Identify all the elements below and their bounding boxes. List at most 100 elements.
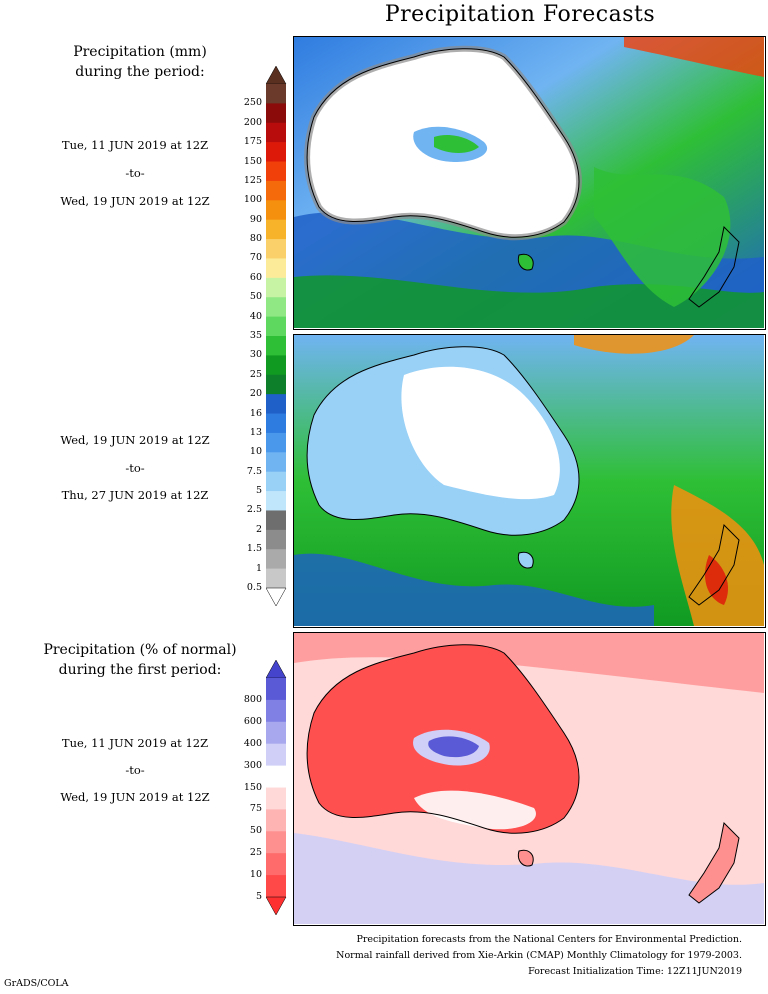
colorbar-swatch xyxy=(266,122,286,143)
colorbar-tick-label: 2.5 xyxy=(246,504,262,516)
colorbar-tick-label: 30 xyxy=(249,349,262,361)
colorbar-swatch xyxy=(266,721,286,745)
colorbar-tick-label: 175 xyxy=(243,136,262,148)
pct-header-line1: Precipitation (% of normal) xyxy=(43,642,237,658)
pct-colorbar: 800 600 400 300 150 75 50 25 10 5 xyxy=(244,660,326,915)
central-green-patch xyxy=(434,135,479,153)
australia-coastline xyxy=(306,644,580,834)
colorbar-swatch xyxy=(266,219,286,240)
colorbar-tick-label: 1 xyxy=(255,562,262,574)
colorbar-tick-label: 25 xyxy=(249,368,262,380)
colorbar-swatch xyxy=(266,103,286,124)
colorbar-swatch xyxy=(266,297,286,318)
period-2-start: Wed, 19 JUN 2019 at 12Z xyxy=(60,433,210,447)
colorbar-tick-label: 13 xyxy=(249,426,262,438)
footer-normals: Normal rainfall derived from Xie-Arkin (… xyxy=(336,950,742,961)
colorbar-tick-label: 60 xyxy=(249,271,262,283)
north-rain-band xyxy=(624,37,764,77)
colorbar-graphic xyxy=(266,66,287,606)
southern-green-band xyxy=(294,275,764,328)
australia-coastline xyxy=(306,48,580,238)
colorbar-swatch xyxy=(266,765,286,788)
tasmania-coastline xyxy=(517,551,534,569)
period-3-start: Tue, 11 JUN 2019 at 12Z xyxy=(61,736,209,750)
colorbar-tick-label: 800 xyxy=(243,693,262,705)
nz-peak-rain xyxy=(704,555,729,605)
colorbar-tick-label: 2 xyxy=(255,523,262,535)
colorbar-swatch xyxy=(266,678,286,701)
colorbar-tick-label: 50 xyxy=(249,291,262,303)
colorbar-swatch xyxy=(266,743,286,767)
colorbar-swatch xyxy=(266,875,286,898)
colorbar-swatch xyxy=(266,239,286,259)
nz-heavy-rain xyxy=(671,485,764,626)
colorbar-tick-label: 35 xyxy=(249,330,262,341)
colorbar-graphic xyxy=(266,660,287,915)
period-2-sep: -to- xyxy=(125,461,145,475)
australia-dry-interior xyxy=(401,366,560,500)
colorbar-swatch xyxy=(266,142,286,163)
colorbar-bottom-arrow xyxy=(266,896,287,915)
colorbar-tick-label: 200 xyxy=(243,116,262,128)
period-1-end: Wed, 19 JUN 2019 at 12Z xyxy=(60,194,210,208)
colorbar-swatch xyxy=(266,510,286,531)
pct-header-line2: during the first period: xyxy=(58,662,222,678)
colorbar-swatch xyxy=(266,316,286,337)
colorbar-swatch xyxy=(266,787,286,810)
colorbar-tick-label: 150 xyxy=(243,781,262,793)
colorbar-swatch xyxy=(266,809,286,832)
colorbar-tick-label: 25 xyxy=(249,847,262,859)
australia-coastline xyxy=(306,346,580,536)
southern-blue-band xyxy=(294,553,654,626)
colorbar-tick-label: 50 xyxy=(249,825,262,837)
colorbar-swatch xyxy=(266,432,286,453)
colorbar-tick-label: 125 xyxy=(243,174,262,186)
colorbar-swatch xyxy=(266,161,286,182)
new-zealand-coastline xyxy=(688,821,740,904)
mm-header-line2: during the period: xyxy=(75,64,205,80)
colorbar-swatch xyxy=(266,336,286,356)
period-2-end: Thu, 27 JUN 2019 at 12Z xyxy=(61,488,209,502)
colorbar-tick-label: 80 xyxy=(249,233,262,245)
map-week1 xyxy=(294,37,764,328)
colorbar-tick-label: 20 xyxy=(249,388,262,400)
colorbar-swatch xyxy=(266,491,286,511)
colorbar-swatch xyxy=(266,549,286,570)
colorbar-swatch xyxy=(266,568,286,589)
colorbar-swatch xyxy=(266,529,286,550)
colorbar-tick-label: 40 xyxy=(249,310,262,322)
colorbar-tick-label: 5 xyxy=(255,485,262,497)
period-3-end: Wed, 19 JUN 2019 at 12Z xyxy=(60,790,210,804)
colorbar-swatch xyxy=(266,84,286,104)
colorbar-top-arrow xyxy=(266,660,287,679)
colorbar-swatch xyxy=(266,258,286,279)
colorbar-swatch xyxy=(266,277,286,298)
colorbar-tick-label: 600 xyxy=(243,715,262,727)
colorbar-swatch xyxy=(266,394,286,415)
central-surplus-core xyxy=(428,736,479,758)
colorbar-swatch xyxy=(266,471,286,492)
colorbar-tick-label: 1.5 xyxy=(246,543,262,555)
colorbar-swatch xyxy=(266,452,286,473)
colorbar-bottom-arrow xyxy=(266,587,287,606)
north-deficit-band xyxy=(294,633,764,693)
map-week2 xyxy=(294,335,764,626)
map-pct-normal xyxy=(294,633,764,924)
colorbar-swatch xyxy=(266,831,286,854)
colorbar-tick-label: 300 xyxy=(243,759,262,771)
footer-init-time: Forecast Initialization Time: 12Z11JUN20… xyxy=(528,966,742,977)
footer-source: Precipitation forecasts from the Nationa… xyxy=(356,934,743,945)
colorbar-swatch xyxy=(266,200,286,221)
colorbar-tick-label: 250 xyxy=(243,97,262,109)
colorbar-swatch xyxy=(266,180,286,201)
colorbar-tick-label: 70 xyxy=(249,252,262,264)
colorbar-swatch xyxy=(266,355,286,376)
page-title: Precipitation Forecasts xyxy=(384,2,656,27)
colorbar-tick-label: 100 xyxy=(243,194,262,206)
colorbar-swatch xyxy=(266,413,286,434)
colorbar-tick-label: 7.5 xyxy=(246,465,262,477)
mm-header: Precipitation (mm) during the period: xyxy=(0,42,280,82)
new-zealand-coastline xyxy=(688,225,740,308)
credit-label: GrADS/COLA xyxy=(4,978,69,989)
pct-header: Precipitation (% of normal) during the f… xyxy=(0,640,280,680)
